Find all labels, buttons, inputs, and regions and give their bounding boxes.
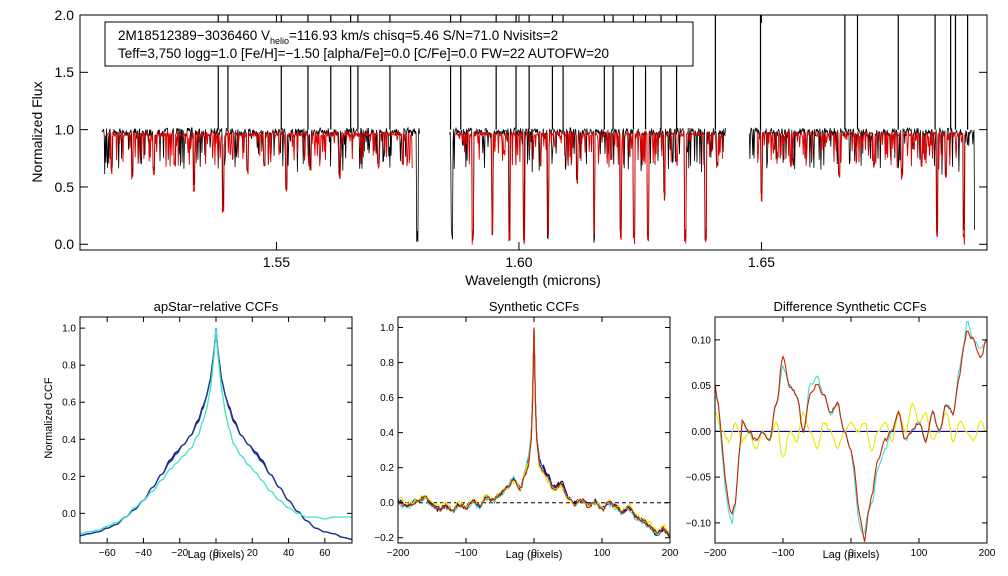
apstar-ccf-ytick-label: 1.0 xyxy=(62,324,76,335)
spectrum-ytick-label: 1.0 xyxy=(55,122,75,138)
apstar-ccf-ytick-label: 0.8 xyxy=(62,361,76,372)
apstar-ccf-xtick-label: −20 xyxy=(171,548,188,559)
spectrum-axes-frame xyxy=(79,14,988,251)
synthetic-ccf-title: Synthetic CCFs xyxy=(489,299,580,314)
difference-ccf-ytick-label: −0.10 xyxy=(686,518,712,529)
apstar-ccf-xtick-label: 40 xyxy=(283,548,295,559)
synthetic-ccf-ticks: −200 −100 0 100 200 −0.2 0.0 0.2 0.4 0.6 0.8 1.0 xyxy=(374,317,679,559)
synthetic-ccf-xtick-label: −200 xyxy=(387,548,410,559)
synthetic-ccf-series-visit-2 xyxy=(398,329,670,536)
spectrum-ytick-label: 2.0 xyxy=(55,7,75,23)
spectrum-xtick-label: 1.65 xyxy=(748,254,775,270)
synthetic-ccf-ytick-label: −0.2 xyxy=(374,533,394,544)
spectrum-infobox: 2M18512389−3036460 Vhelio=116.93 km/s ch… xyxy=(104,21,694,67)
difference-ccf-series-cyan-diff xyxy=(715,320,987,535)
spectrum-xlabel: Wavelength (microns) xyxy=(465,272,601,288)
spectrum-xtick-label: 1.55 xyxy=(263,254,290,270)
apstar-ccf-ticks: −60 −40 −20 0 20 40 60 0.0 0.2 0.4 0.6 0.8 1.0 xyxy=(62,317,352,559)
synthetic-ccf-xlabel: Lag (pixels) xyxy=(506,549,563,561)
apstar-ccf-xtick-label: −60 xyxy=(99,548,116,559)
difference-ccf-ytick-label: 0.10 xyxy=(692,335,712,346)
infobox-line-1: 2M18512389−3036460 Vhelio=116.93 km/s ch… xyxy=(118,28,558,46)
spectrum-ytick-label: 0.5 xyxy=(55,179,75,195)
difference-ccf-xtick-label: 200 xyxy=(979,548,996,559)
apstar-ccf-ytick-label: 0.0 xyxy=(62,509,76,520)
difference-ccf-lines xyxy=(715,320,987,542)
spectrum-xtick-label: 1.60 xyxy=(505,254,532,270)
apstar-ccf-ytick-label: 0.4 xyxy=(62,435,76,446)
observed-spectrum-segment-2 xyxy=(449,126,726,243)
spectrum-ytick-label: 1.5 xyxy=(55,64,75,80)
model-spectrum-segment-1 xyxy=(106,130,413,213)
apstar-ccf-xtick-label: 20 xyxy=(247,548,259,559)
apstar-ccf-lines xyxy=(80,328,352,540)
synthetic-ccf-series-synthetic xyxy=(398,330,670,533)
difference-ccf-xtick-label: −200 xyxy=(704,548,727,559)
difference-ccf-xtick-label: 100 xyxy=(911,548,928,559)
synthetic-ccf-ytick-label: 0.4 xyxy=(380,428,394,439)
synthetic-ccf-lines xyxy=(398,327,670,537)
spectrum-panel: 1.55 1.60 1.65 0.0 0.5 1.0 1.5 2.0 Wavelength (… xyxy=(29,7,988,288)
synthetic-ccf-ytick-label: 0.2 xyxy=(380,463,394,474)
synthetic-ccf-xtick-label: 100 xyxy=(594,548,611,559)
apstar-ccf-xtick-label: 0 xyxy=(213,548,219,559)
apstar-ccf-series-visit-2 xyxy=(80,329,352,540)
apstar-ccf-title: apStar−relative CCFs xyxy=(154,299,279,314)
synthetic-ccf-ytick-label: 0.6 xyxy=(380,393,394,404)
apstar-ccf-xtick-label: 60 xyxy=(319,548,331,559)
difference-ccf-ytick-label: 0.05 xyxy=(692,381,712,392)
difference-ccf-xlabel: Lag (pixels) xyxy=(823,549,880,561)
apstar-ccf-series-visit-1 xyxy=(80,328,352,540)
difference-ccf-series-red-diff xyxy=(715,330,987,542)
apstar-ccf-panel: apStar−relative CCFs −60 −40 −20 0 20 40 60 0.0… xyxy=(43,299,353,561)
synthetic-ccf-ytick-label: 1.0 xyxy=(380,323,394,334)
model-spectrum-segment-3 xyxy=(756,131,966,245)
synthetic-ccf-ytick-label: 0.0 xyxy=(380,498,394,509)
difference-ccf-ticks: −200 −100 0 100 200 −0.10 −0.05 0.00 0.05 0.10 xyxy=(686,317,996,559)
apstar-ccf-xtick-label: −40 xyxy=(135,548,152,559)
apstar-ccf-axes-frame xyxy=(79,316,353,544)
apstar-ccf-xlabel: Lag (pixels) xyxy=(188,549,245,561)
infobox-line-2: Teff=3,750 logg=1.0 [Fe/H]=−1.50 [alpha/… xyxy=(118,46,609,61)
apstar-ccf-ytick-label: 0.6 xyxy=(62,398,76,409)
synthetic-ccf-xtick-label: 200 xyxy=(662,548,679,559)
difference-ccf-panel: Difference Synthetic CCFs −200 −100 0 100 20… xyxy=(686,299,996,561)
difference-ccf-xtick-label: 0 xyxy=(848,548,854,559)
difference-ccf-ytick-label: −0.05 xyxy=(686,473,712,484)
difference-ccf-title: Difference Synthetic CCFs xyxy=(774,299,927,314)
infobox-star-id: 2M18512389−3036460 V xyxy=(118,28,270,43)
spectrum-ticks: 1.55 1.60 1.65 0.0 0.5 1.0 1.5 2.0 xyxy=(55,7,987,270)
apstar-ccf-ylabel: Normalized CCF xyxy=(43,377,55,459)
synthetic-ccf-xtick-label: 0 xyxy=(531,548,537,559)
synthetic-ccf-ytick-label: 0.8 xyxy=(380,358,394,369)
infobox-frame xyxy=(104,21,694,67)
synthetic-ccf-xtick-label: −100 xyxy=(455,548,478,559)
apstar-ccf-ytick-label: 0.2 xyxy=(62,472,76,483)
difference-ccf-xtick-label: −100 xyxy=(772,548,795,559)
infobox-helio-subscript: helio xyxy=(270,36,289,46)
infobox-params-1: =116.93 km/s chisq=5.46 S/N=71.0 Nvisits… xyxy=(289,28,558,43)
model-spectrum-segment-2 xyxy=(455,130,723,245)
synthetic-ccf-panel: Synthetic CCFs −200 −100 0 100 200 −0.2 0.0 0.2… xyxy=(374,299,679,561)
spectrum-ytick-label: 0.0 xyxy=(55,236,75,252)
observed-spectrum-segment-3 xyxy=(748,126,975,238)
spectrum-ylabel: Normalized Flux xyxy=(29,81,45,182)
apstar-ccf-series-template xyxy=(80,328,352,535)
synthetic-ccf-series-model xyxy=(398,327,670,536)
difference-ccf-axes-frame xyxy=(714,316,988,544)
difference-ccf-ytick-label: 0.00 xyxy=(692,427,712,438)
